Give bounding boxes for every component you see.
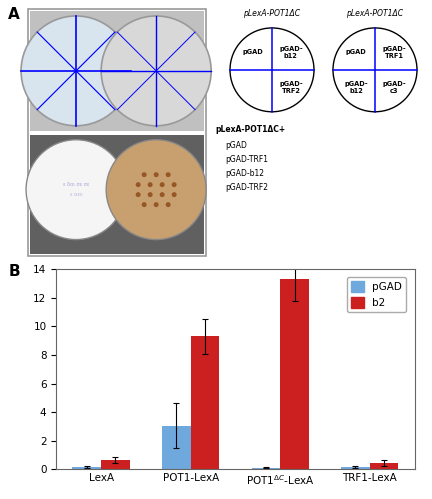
Text: pGAD-b12: pGAD-b12 [225,169,264,178]
Legend: pGAD, b2: pGAD, b2 [347,276,406,312]
Circle shape [142,202,146,207]
Circle shape [165,172,171,177]
Circle shape [136,182,141,187]
Bar [191,336,219,469]
Text: pGAD: pGAD [346,49,366,55]
Bar [370,463,398,469]
Bar [251,468,280,469]
Circle shape [21,16,131,126]
Text: B: B [9,264,20,279]
Bar [101,460,130,469]
Bar [73,467,101,469]
Circle shape [106,140,206,240]
Text: pLexA-POT1ΔC: pLexA-POT1ΔC [244,9,301,18]
Circle shape [148,182,152,187]
Text: pLexA-POT1ΔC: pLexA-POT1ΔC [346,9,403,18]
Text: A: A [8,7,20,22]
Text: pGAD-
TRF1: pGAD- TRF1 [382,46,406,59]
Circle shape [160,192,165,197]
Text: pLexA-POT1ΔC+: pLexA-POT1ΔC+ [215,125,285,134]
Circle shape [154,202,159,207]
Bar [280,279,309,469]
Text: pGAD-
c3: pGAD- c3 [382,81,406,94]
Text: ε δαι σε σε: ε δαι σε σε [63,182,89,187]
Bar [30,135,204,254]
Text: pGAD-
b12: pGAD- b12 [279,46,303,59]
Circle shape [142,172,146,177]
Circle shape [160,182,165,187]
Bar [28,9,206,256]
Text: ε αεε: ε αεε [70,192,83,197]
Circle shape [172,182,177,187]
Text: pGAD: pGAD [243,49,264,55]
Circle shape [26,140,126,240]
Bar [30,11,204,131]
Circle shape [101,16,211,126]
Text: pGAD-TRF1: pGAD-TRF1 [225,155,268,164]
Text: pGAD-
b12: pGAD- b12 [344,81,368,94]
Text: pGAD-
TRF2: pGAD- TRF2 [279,81,303,94]
Circle shape [136,192,141,197]
Bar [341,467,370,469]
Circle shape [165,202,171,207]
Text: pGAD-TRF2: pGAD-TRF2 [225,183,268,192]
Circle shape [148,192,152,197]
Circle shape [172,192,177,197]
Circle shape [154,172,159,177]
Text: pGAD: pGAD [225,141,247,150]
Bar [162,426,191,469]
